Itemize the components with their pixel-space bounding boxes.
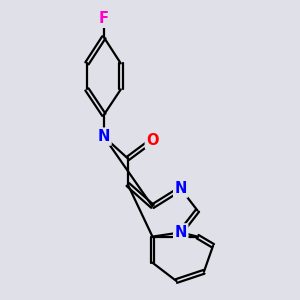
- Text: N: N: [175, 225, 187, 240]
- Text: N: N: [175, 225, 187, 240]
- Text: F: F: [99, 11, 109, 26]
- Text: N: N: [175, 181, 187, 196]
- Text: F: F: [99, 11, 109, 26]
- Text: O: O: [146, 133, 159, 148]
- Text: N: N: [98, 129, 110, 144]
- Text: O: O: [146, 133, 159, 148]
- Text: N: N: [98, 129, 110, 144]
- Text: N: N: [175, 181, 187, 196]
